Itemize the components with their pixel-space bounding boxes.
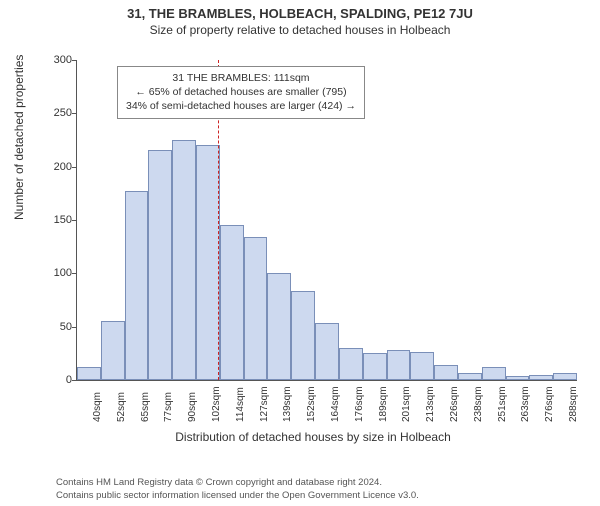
y-tick-label: 200 xyxy=(48,161,72,173)
x-tick-label: 40sqm xyxy=(92,392,103,422)
y-tick-mark xyxy=(72,167,76,168)
x-tick-label: 176sqm xyxy=(354,386,365,422)
x-tick-label: 164sqm xyxy=(330,386,341,422)
histogram-bar xyxy=(244,237,268,380)
x-tick-label: 201sqm xyxy=(401,386,412,422)
y-axis-label: Number of detached properties xyxy=(12,55,26,220)
histogram-bar xyxy=(172,140,196,380)
y-tick-mark xyxy=(72,220,76,221)
histogram-bar xyxy=(387,350,411,380)
x-tick-label: 263sqm xyxy=(520,386,531,422)
histogram-bar xyxy=(482,367,506,380)
x-tick-label: 77sqm xyxy=(163,392,174,422)
histogram-bar xyxy=(506,376,530,380)
histogram-bar xyxy=(196,145,220,380)
x-tick-label: 139sqm xyxy=(282,386,293,422)
y-tick-mark xyxy=(72,113,76,114)
histogram-bar xyxy=(101,321,125,380)
x-tick-label: 52sqm xyxy=(116,392,127,422)
x-tick-label: 288sqm xyxy=(568,386,579,422)
y-tick-mark xyxy=(72,327,76,328)
y-tick-mark xyxy=(72,380,76,381)
x-tick-label: 127sqm xyxy=(259,386,270,422)
x-tick-label: 114sqm xyxy=(235,387,246,422)
annotation-line-1: 31 THE BRAMBLES: 111sqm xyxy=(126,71,356,85)
x-tick-label: 189sqm xyxy=(378,386,389,422)
y-tick-label: 150 xyxy=(48,214,72,226)
x-tick-label: 226sqm xyxy=(449,386,460,422)
y-tick-label: 250 xyxy=(48,107,72,119)
histogram-bar xyxy=(291,291,315,380)
x-tick-label: 238sqm xyxy=(473,386,484,422)
y-tick-mark xyxy=(72,60,76,61)
y-tick-label: 100 xyxy=(48,267,72,279)
footer-line-1: Contains HM Land Registry data © Crown c… xyxy=(56,477,419,489)
histogram-bar xyxy=(220,225,244,380)
y-tick-mark xyxy=(72,273,76,274)
x-tick-label: 276sqm xyxy=(544,386,555,422)
histogram-bar xyxy=(363,353,387,380)
x-tick-label: 152sqm xyxy=(306,386,317,422)
histogram-bar xyxy=(267,273,291,380)
x-axis-label: Distribution of detached houses by size … xyxy=(48,430,578,444)
plot-area: 31 THE BRAMBLES: 111sqm ← 65% of detache… xyxy=(76,60,577,381)
histogram-bar xyxy=(125,191,149,380)
histogram-bar xyxy=(553,373,577,380)
histogram-bar xyxy=(315,323,339,380)
y-tick-label: 50 xyxy=(48,321,72,333)
y-tick-label: 300 xyxy=(48,54,72,66)
histogram-bar xyxy=(410,352,434,380)
histogram-bar xyxy=(434,365,458,380)
annotation-line-3: 34% of semi-detached houses are larger (… xyxy=(126,99,356,113)
x-tick-label: 90sqm xyxy=(187,392,198,422)
histogram-bar xyxy=(77,367,101,380)
x-tick-label: 251sqm xyxy=(497,386,508,422)
x-tick-label: 213sqm xyxy=(425,386,436,422)
chart-title: 31, THE BRAMBLES, HOLBEACH, SPALDING, PE… xyxy=(0,6,600,21)
annotation-box: 31 THE BRAMBLES: 111sqm ← 65% of detache… xyxy=(117,66,365,119)
footer: Contains HM Land Registry data © Crown c… xyxy=(56,477,419,502)
chart-container: Number of detached properties 31 THE BRA… xyxy=(48,60,578,420)
histogram-bar xyxy=(529,375,553,380)
x-tick-label: 65sqm xyxy=(140,392,151,422)
histogram-bar xyxy=(458,373,482,380)
annotation-line-2: ← 65% of detached houses are smaller (79… xyxy=(126,85,356,99)
x-tick-label: 102sqm xyxy=(211,386,222,422)
histogram-bar xyxy=(339,348,363,380)
histogram-bar xyxy=(148,150,172,380)
y-tick-label: 0 xyxy=(48,374,72,386)
footer-line-2: Contains public sector information licen… xyxy=(56,490,419,502)
chart-subtitle: Size of property relative to detached ho… xyxy=(0,23,600,37)
